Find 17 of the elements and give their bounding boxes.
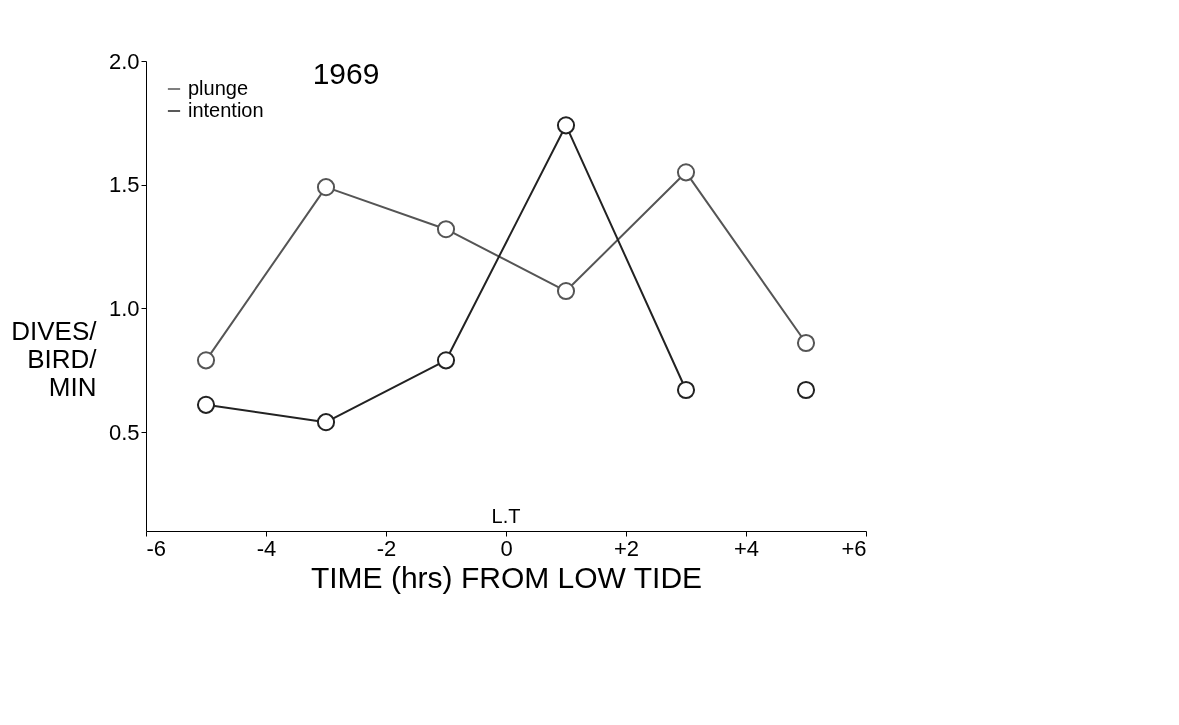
- chart-title: 1969: [312, 57, 380, 90]
- x-axis-title: TIME (hrs) FROM LOW TIDE: [310, 560, 703, 594]
- y-tick-label: 1.0: [108, 295, 140, 321]
- y-tick-label: 0.5: [108, 419, 140, 445]
- y-axis-title: DIVES/ BIRD/ MIN: [11, 315, 98, 402]
- x-tick-label: +4: [733, 535, 760, 561]
- legend-label: plunge: [188, 77, 249, 99]
- x-tick-label: -2: [376, 535, 397, 561]
- x-tick-label: -6: [146, 535, 167, 561]
- x-tick-label: -4: [256, 535, 277, 561]
- x-tick-label: 0: [500, 535, 513, 561]
- annotation: L.T: [491, 505, 521, 527]
- y-tick-label: 1.5: [108, 172, 140, 198]
- x-tick-label: +2: [613, 535, 640, 561]
- y-tick-label: 2.0: [108, 48, 140, 74]
- legend-label: intention: [188, 99, 264, 121]
- x-tick-label: +6: [841, 535, 867, 561]
